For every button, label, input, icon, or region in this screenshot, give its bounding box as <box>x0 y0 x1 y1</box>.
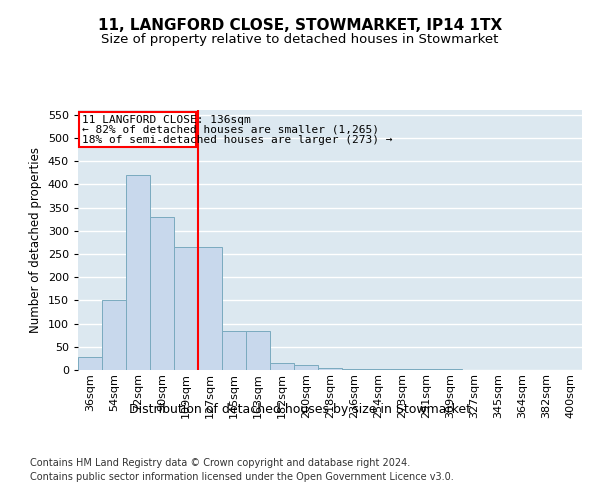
Bar <box>150 217 174 370</box>
Bar <box>270 363 294 370</box>
Bar <box>438 369 462 370</box>
FancyBboxPatch shape <box>79 112 196 147</box>
Bar <box>222 330 246 370</box>
Bar <box>246 330 270 370</box>
Bar <box>174 247 198 370</box>
Bar <box>414 369 438 370</box>
Bar <box>126 175 150 370</box>
Text: 18% of semi-detached houses are larger (273) →: 18% of semi-detached houses are larger (… <box>82 135 392 145</box>
Text: 11 LANGFORD CLOSE: 136sqm: 11 LANGFORD CLOSE: 136sqm <box>82 114 250 124</box>
Bar <box>198 247 222 370</box>
Y-axis label: Number of detached properties: Number of detached properties <box>29 147 42 333</box>
Bar <box>102 300 126 370</box>
Text: ← 82% of detached houses are smaller (1,265): ← 82% of detached houses are smaller (1,… <box>82 125 379 135</box>
Bar <box>78 357 102 370</box>
Bar <box>366 368 390 370</box>
Text: Contains HM Land Registry data © Crown copyright and database right 2024.: Contains HM Land Registry data © Crown c… <box>30 458 410 468</box>
Text: 11, LANGFORD CLOSE, STOWMARKET, IP14 1TX: 11, LANGFORD CLOSE, STOWMARKET, IP14 1TX <box>98 18 502 32</box>
Bar <box>318 368 342 370</box>
Text: Distribution of detached houses by size in Stowmarket: Distribution of detached houses by size … <box>129 402 471 415</box>
Bar <box>390 369 414 370</box>
Text: Size of property relative to detached houses in Stowmarket: Size of property relative to detached ho… <box>101 32 499 46</box>
Bar <box>342 368 366 370</box>
Bar <box>294 366 318 370</box>
Text: Contains public sector information licensed under the Open Government Licence v3: Contains public sector information licen… <box>30 472 454 482</box>
